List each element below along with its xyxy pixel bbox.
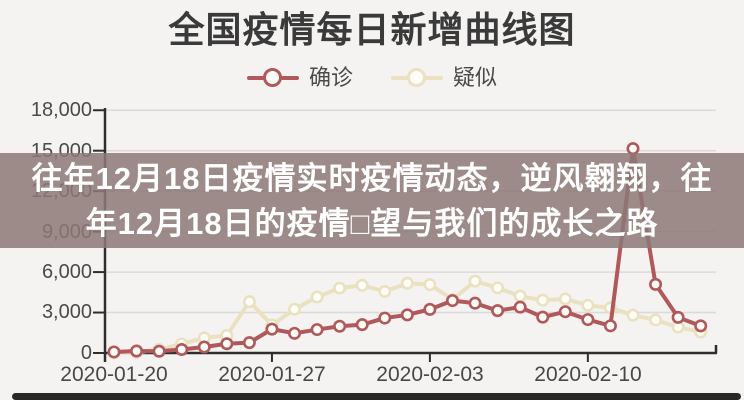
overlay-caption-banner: 往年12月18日疫情实时疫情动态，逆风翱翔，往 年12月18日的疫情□望与我们的… (0, 153, 744, 248)
bottom-bar (12, 393, 741, 400)
y-axis-tick-label: 0 (80, 342, 92, 364)
x-axis-tick-label: 2020-02-03 (376, 363, 484, 386)
y-axis-tick-label: 18,000 (30, 99, 92, 121)
chart-title: 全国疫情每日新增曲线图 (168, 9, 576, 50)
legend-label-confirmed: 确诊 (308, 65, 353, 90)
legend-item-suspected: 疑似 (391, 66, 497, 90)
x-axis-tick-label: 2020-01-20 (60, 363, 168, 386)
suspected-line-marker-icon (391, 68, 443, 88)
suspected-legend-circle (407, 68, 426, 87)
legend-label-suspected: 疑似 (453, 65, 498, 90)
confirmed-legend-circle (262, 68, 282, 87)
overlay-caption-line2: 年12月18日的疫情□望与我们的成长之路 (85, 205, 659, 241)
confirmed-line-marker-icon (246, 68, 299, 88)
legend-item-confirmed: 确诊 (246, 65, 353, 90)
y-axis-tick-label: 3,000 (41, 301, 92, 323)
overlay-caption-line1: 往年12月18日疫情实时疫情动态，逆风翱翔，往 (31, 160, 713, 196)
x-axis-tick-label: 2020-02-10 (534, 363, 642, 386)
x-axis-tick-label: 2020-01-27 (218, 363, 326, 386)
y-axis-tick-label: 6,000 (41, 261, 92, 283)
chart-legend: 确诊 疑似 (0, 63, 744, 93)
